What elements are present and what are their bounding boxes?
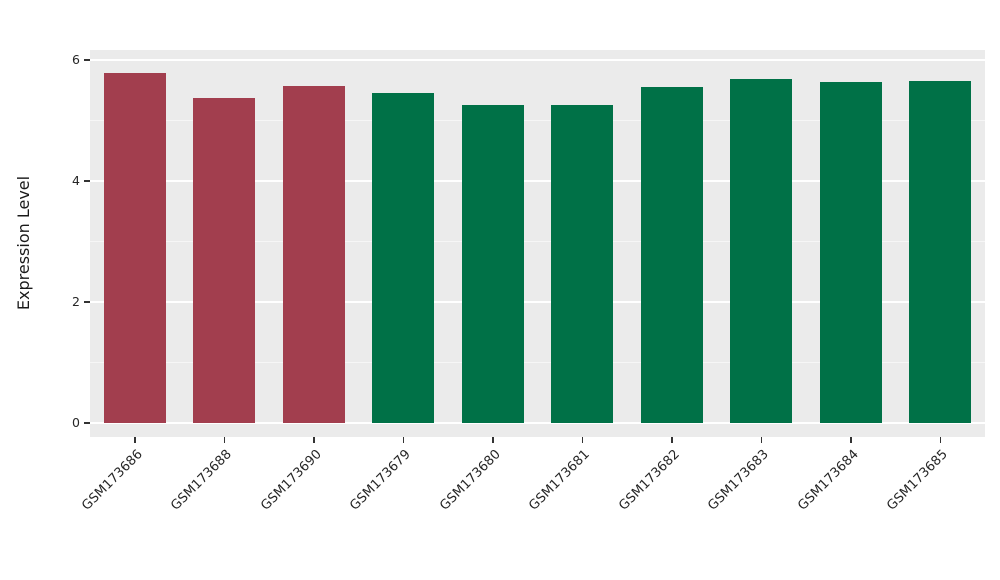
x-tick-mark (939, 437, 941, 443)
major-gridline (90, 59, 985, 61)
y-tick-mark (84, 422, 90, 424)
x-tick-mark (134, 437, 136, 443)
major-gridline (90, 422, 985, 424)
y-tick-label: 2 (72, 294, 80, 309)
x-tick-label: GSM173690 (257, 447, 325, 514)
y-tick-label: 4 (72, 173, 80, 188)
bar-GSM173684 (819, 82, 882, 423)
x-tick-label: GSM173688 (168, 447, 235, 514)
bar-GSM173683 (730, 79, 793, 423)
x-tick-mark (850, 437, 852, 443)
x-tick-mark (313, 437, 315, 443)
x-tick-mark (223, 437, 225, 443)
major-gridline (90, 301, 985, 303)
x-tick-label: GSM173681 (526, 447, 593, 514)
bar-GSM173681 (551, 104, 614, 423)
bar-GSM173688 (193, 97, 256, 423)
major-gridline (90, 180, 985, 182)
x-tick-label: GSM173684 (794, 447, 862, 514)
x-tick-label: GSM173685 (884, 447, 951, 514)
y-tick-label: 0 (72, 415, 80, 430)
y-axis-title-text: Expression Level (14, 175, 33, 311)
minor-gridline (90, 362, 985, 363)
x-tick-label: GSM173682 (615, 447, 683, 514)
x-tick-label: GSM173679 (347, 447, 414, 514)
x-tick-mark (671, 437, 673, 443)
minor-gridline (90, 241, 985, 242)
y-tick-mark (84, 301, 90, 303)
x-tick-label: GSM173686 (78, 447, 146, 514)
bar-GSM173690 (282, 86, 345, 423)
x-tick-label: GSM173683 (705, 447, 772, 514)
plot-panel (90, 50, 985, 437)
y-tick-label: 6 (72, 52, 80, 67)
minor-gridline (90, 120, 985, 121)
y-tick-mark (84, 180, 90, 182)
x-tick-label: GSM173680 (436, 447, 504, 514)
x-tick-mark (402, 437, 404, 443)
bar-GSM173680 (461, 104, 524, 423)
x-tick-mark (492, 437, 494, 443)
bar-GSM173679 (372, 93, 435, 423)
x-tick-mark (760, 437, 762, 443)
x-tick-mark (581, 437, 583, 443)
bar-GSM173685 (909, 80, 972, 423)
bar-GSM173682 (640, 87, 703, 423)
y-tick-mark (84, 59, 90, 61)
bar-GSM173686 (103, 73, 166, 423)
